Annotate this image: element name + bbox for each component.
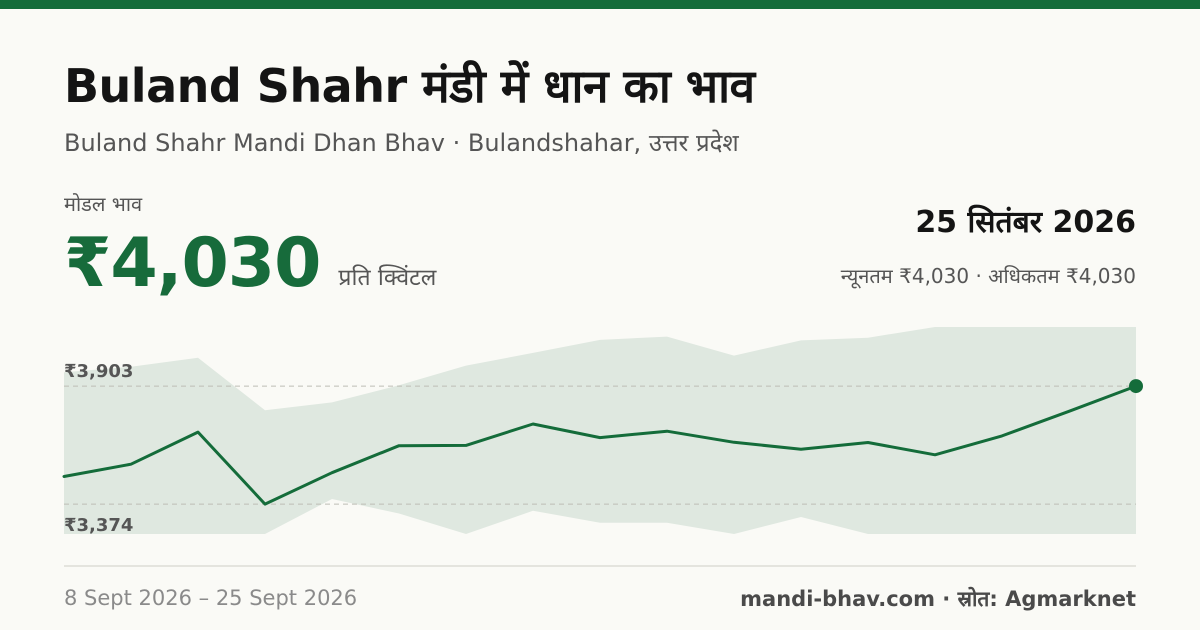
page-title: Buland Shahr मंडी में धान का भाव [64,59,755,113]
modal-price-label: मोडल भाव [64,192,143,216]
price-range-band [64,327,1136,534]
min-reference-label: ₹3,374 [64,515,133,536]
date-range: 8 Sept 2026 – 25 Sept 2026 [64,586,358,610]
source-credit: mandi-bhav.com · स्रोत: Agmarknet [740,587,1136,611]
price-unit: प्रति क्विंटल [338,265,437,291]
max-reference-label: ₹3,903 [64,361,133,382]
page-subtitle: Buland Shahr Mandi Dhan Bhav · Bulandsha… [64,129,739,157]
latest-price-point [1129,379,1143,394]
price-series-line [62,384,1138,506]
min-max-price: न्यूनतम ₹4,030 · अधिकतम ₹4,030 [840,264,1136,288]
price-date: 25 सितंबर 2026 [915,205,1136,240]
footer-divider [64,565,1136,567]
top-accent-bar [0,0,1200,9]
modal-price-value: ₹4,030 [64,224,321,303]
price-row: ₹4,030 प्रति क्विंटल [64,222,436,306]
